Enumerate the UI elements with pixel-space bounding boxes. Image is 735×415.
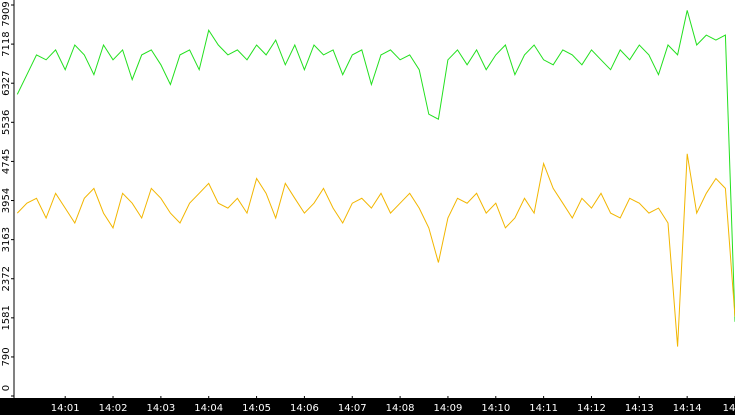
x-tick-label: 14:06: [290, 403, 319, 414]
x-tick-label: 14:03: [146, 403, 175, 414]
x-tick-label: 14:11: [529, 403, 558, 414]
y-tick-label: 4745: [1, 149, 12, 174]
series-line: [16, 10, 735, 322]
x-tick-label: 14:04: [194, 403, 223, 414]
x-tick-label: 14:08: [386, 403, 415, 414]
x-tick-label: 14:13: [625, 403, 654, 414]
series-line: [16, 153, 735, 347]
y-tick-label: 1581: [1, 305, 12, 330]
y-tick-label: 5536: [1, 110, 12, 135]
y-tick-label: 7909: [1, 1, 12, 26]
x-tick-label: 14:09: [434, 403, 463, 414]
x-tick-label: 14:02: [99, 403, 128, 414]
x-tick-label: 14:10: [481, 403, 510, 414]
x-tick-label: 14:01: [51, 403, 80, 414]
y-tick-label: 6327: [1, 70, 12, 95]
x-axis-bar: [0, 398, 735, 415]
x-tick-label: 14:14: [673, 403, 702, 414]
x-tick-label: 14:12: [577, 403, 606, 414]
y-tick-label: 3954: [1, 188, 12, 213]
y-tick-label: 0: [1, 385, 12, 391]
x-tick-label: 14:07: [338, 403, 367, 414]
y-tick-label: 2372: [1, 266, 12, 291]
y-tick-label: 790: [1, 347, 12, 366]
y-tick-label: 3163: [1, 227, 12, 252]
y-tick-label: 7118: [1, 31, 12, 56]
x-tick-label: 14: [723, 403, 735, 414]
x-tick-label: 14:05: [242, 403, 271, 414]
